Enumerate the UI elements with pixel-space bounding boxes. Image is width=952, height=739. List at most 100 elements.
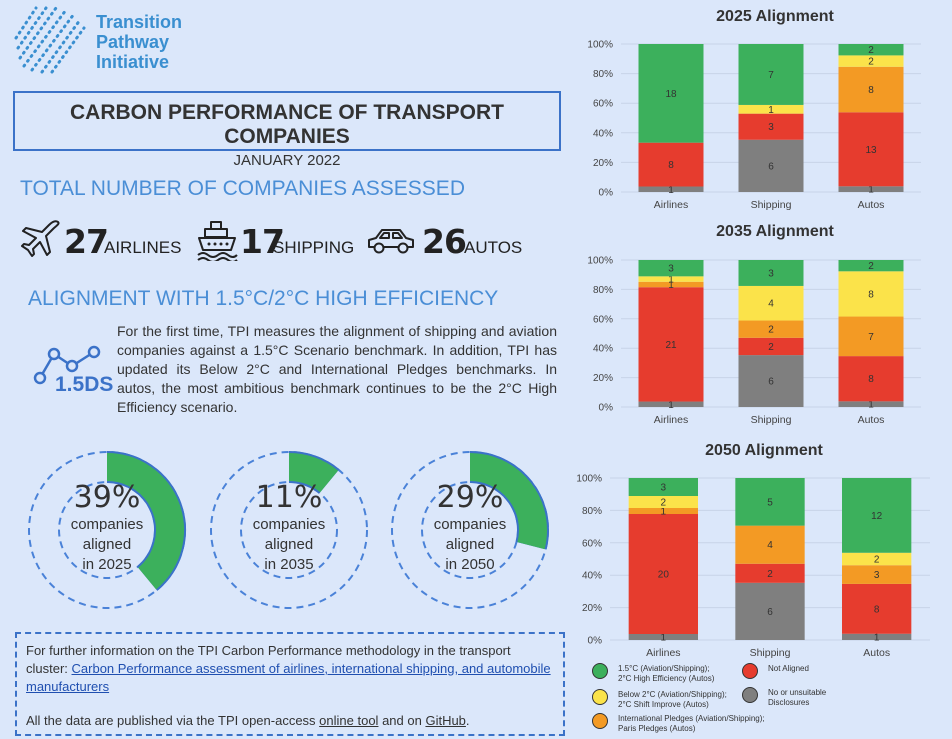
data-label: 1 bbox=[668, 280, 674, 291]
bar-segment bbox=[735, 525, 805, 564]
data-label: 1 bbox=[768, 105, 774, 116]
y-tick-label: 0% bbox=[599, 188, 614, 199]
data-label: 4 bbox=[767, 540, 773, 551]
ring-label-3: 29% companies aligned in 2050 bbox=[420, 480, 520, 575]
x-tick-label: Airlines bbox=[646, 647, 680, 658]
data-label: 2 bbox=[868, 45, 874, 56]
ring-outer-dashed bbox=[210, 451, 368, 609]
github-link[interactable]: GitHub bbox=[425, 713, 466, 728]
info-paragraph-2: All the data are published via the TPI o… bbox=[26, 712, 554, 730]
data-label: 6 bbox=[767, 607, 773, 618]
logo-line-1: Transition bbox=[96, 12, 183, 32]
data-label: 12 bbox=[871, 511, 883, 522]
ring-caption-line: companies bbox=[70, 516, 144, 533]
bar-segment bbox=[738, 285, 804, 321]
bar-segment bbox=[838, 271, 904, 317]
chart-title-2: 2035 Alignment bbox=[716, 223, 834, 240]
data-label: 3 bbox=[768, 268, 774, 279]
bar-segment bbox=[838, 401, 904, 407]
y-tick-label: 60% bbox=[593, 314, 613, 325]
ring-arc-progress bbox=[288, 453, 339, 493]
shipping-label: SHIPPING bbox=[273, 238, 355, 257]
ring-percent: 11% bbox=[255, 480, 323, 515]
x-tick-label: Autos bbox=[863, 647, 890, 658]
data-label: 1 bbox=[874, 632, 880, 643]
data-label: 8 bbox=[874, 604, 880, 615]
data-label: 1 bbox=[668, 275, 674, 286]
ring-2 bbox=[210, 451, 368, 609]
ring-caption-line: in 2025 bbox=[82, 556, 132, 573]
assessed-heading: TOTAL NUMBER OF COMPANIES ASSESSED bbox=[20, 177, 465, 200]
ring-inner-dashed bbox=[240, 481, 338, 579]
data-label: 3 bbox=[661, 483, 667, 494]
bar-segment bbox=[735, 563, 805, 583]
ring-arc-progress bbox=[106, 453, 184, 590]
online-tool-link[interactable]: online tool bbox=[319, 713, 379, 728]
ring-caption-line: aligned bbox=[82, 536, 132, 553]
logo-line-2: Pathway bbox=[96, 32, 170, 52]
y-tick-label: 80% bbox=[593, 69, 613, 80]
badge-1-5ds: 1.5DS bbox=[55, 373, 114, 396]
bar-segment bbox=[638, 401, 704, 407]
y-tick-label: 20% bbox=[582, 603, 602, 614]
legend-swatch bbox=[592, 663, 608, 679]
y-tick-label: 20% bbox=[593, 373, 613, 384]
bar-segment bbox=[628, 496, 698, 508]
ring-caption-line: in 2050 bbox=[445, 556, 495, 573]
y-tick-label: 60% bbox=[582, 538, 602, 549]
chart-title-1: 2025 Alignment bbox=[716, 8, 834, 25]
ship-icon bbox=[197, 221, 238, 261]
y-tick-label: 40% bbox=[593, 344, 613, 355]
info-text-3: and on bbox=[378, 713, 426, 728]
data-label: 3 bbox=[768, 122, 774, 133]
title-box: CARBON PERFORMANCE OF TRANSPORT COMPANIE… bbox=[13, 91, 561, 169]
legend-label: Below 2°C (Aviation/Shipping); 2°C Shift … bbox=[618, 690, 727, 709]
bar-segment bbox=[638, 186, 704, 192]
bar-segment bbox=[738, 44, 804, 105]
logo-line-3: Initiative bbox=[96, 52, 170, 72]
y-tick-label: 100% bbox=[587, 40, 613, 51]
data-label: 1 bbox=[668, 185, 674, 196]
methodology-link[interactable]: Carbon Performance assessment of airline… bbox=[26, 661, 551, 694]
data-label: 2 bbox=[868, 261, 874, 272]
data-label: 8 bbox=[868, 374, 874, 385]
page-title: CARBON PERFORMANCE OF TRANSPORT COMPANIE… bbox=[70, 101, 504, 148]
autos-count: 26 bbox=[422, 222, 467, 261]
ring-percent: 39% bbox=[73, 480, 141, 515]
stacked-bar-chart-1: 0%20%40%60%80%100%1818Airlines6317Shippi… bbox=[587, 40, 921, 210]
data-label: 1 bbox=[868, 185, 874, 196]
bar-segment bbox=[842, 583, 912, 634]
y-tick-label: 100% bbox=[587, 256, 613, 267]
tpi-logo-mark bbox=[14, 6, 86, 74]
y-tick-label: 20% bbox=[593, 158, 613, 169]
data-label: 1 bbox=[868, 400, 874, 411]
alignment-text: For the first time, TPI measures the ali… bbox=[117, 323, 557, 415]
data-label: 7 bbox=[768, 70, 774, 81]
y-tick-label: 100% bbox=[576, 474, 602, 485]
bar-segment bbox=[738, 113, 804, 140]
ring-caption-line: companies bbox=[252, 516, 326, 533]
alignment-heading: ALIGNMENT WITH 1.5°C/2°C HIGH EFFICIENCY bbox=[28, 287, 499, 310]
x-tick-label: Autos bbox=[858, 414, 885, 425]
data-label: 7 bbox=[868, 332, 874, 343]
x-tick-label: Airlines bbox=[654, 199, 688, 210]
data-label: 1 bbox=[668, 400, 674, 411]
bar-segment bbox=[838, 112, 904, 187]
data-label: 4 bbox=[768, 299, 774, 310]
bar-segment bbox=[838, 260, 904, 272]
bar-segment bbox=[838, 66, 904, 113]
data-label: 18 bbox=[665, 89, 677, 100]
bar-segment bbox=[842, 552, 912, 566]
ring-arc-progress bbox=[469, 453, 547, 550]
data-label: 6 bbox=[768, 377, 774, 388]
data-label: 1 bbox=[661, 633, 667, 644]
data-label: 20 bbox=[658, 570, 670, 581]
x-tick-label: Shipping bbox=[751, 199, 792, 210]
bar-segment bbox=[738, 320, 804, 338]
ring-caption-line: companies bbox=[433, 516, 507, 533]
tpi-logo-text: Transition Pathway Initiative bbox=[96, 12, 182, 72]
y-tick-label: 80% bbox=[582, 506, 602, 517]
data-label: 3 bbox=[668, 264, 674, 275]
data-label: 1 bbox=[661, 507, 667, 518]
bar-segment bbox=[842, 565, 912, 584]
